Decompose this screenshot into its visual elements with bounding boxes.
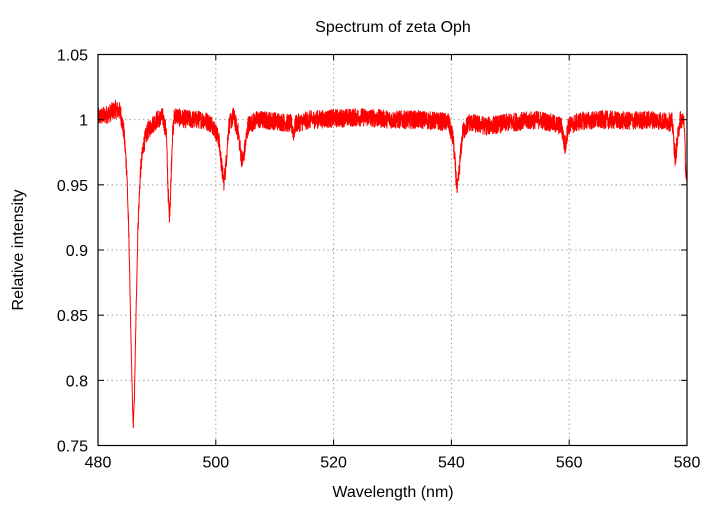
data-point bbox=[627, 120, 629, 122]
data-point bbox=[447, 121, 450, 123]
data-point bbox=[290, 122, 292, 125]
data-point bbox=[223, 181, 225, 183]
data-point bbox=[580, 120, 582, 122]
data-point bbox=[137, 223, 139, 225]
data-point bbox=[421, 119, 423, 121]
data-point bbox=[295, 122, 297, 125]
data-point bbox=[123, 132, 125, 134]
data-point bbox=[237, 132, 239, 134]
data-point bbox=[167, 190, 169, 192]
data-point bbox=[603, 119, 606, 121]
data-point bbox=[486, 125, 488, 127]
data-point bbox=[240, 155, 242, 157]
data-point bbox=[567, 125, 569, 127]
y-tick-label: 1.05 bbox=[57, 48, 88, 65]
y-tick-label: 0.8 bbox=[66, 373, 88, 390]
y-tick-label: 1 bbox=[79, 113, 88, 130]
x-tick-label: 480 bbox=[85, 455, 112, 472]
y-tick-label: 0.9 bbox=[66, 243, 88, 260]
data-point bbox=[132, 412, 134, 414]
data-point bbox=[458, 171, 460, 173]
x-tick-label: 560 bbox=[556, 455, 583, 472]
data-point bbox=[221, 171, 223, 173]
data-point bbox=[309, 119, 311, 121]
data-point bbox=[676, 138, 679, 140]
data-point bbox=[119, 111, 121, 113]
data-point bbox=[115, 108, 117, 110]
data-point bbox=[539, 119, 541, 121]
data-point bbox=[560, 125, 563, 127]
data-point bbox=[456, 190, 458, 192]
data-point bbox=[671, 121, 673, 123]
axis-ticks: 480 500 520 540 560 580 0.75 0.8 0.85 0.9 0.95 1 1.0… bbox=[57, 48, 701, 472]
x-tick-label: 520 bbox=[320, 455, 347, 472]
spectrum-line bbox=[97, 99, 688, 428]
data-point bbox=[256, 119, 258, 121]
data-point bbox=[564, 147, 566, 149]
data-point bbox=[468, 121, 470, 123]
y-tick-label: 0.75 bbox=[57, 439, 88, 456]
data-point bbox=[333, 117, 335, 119]
data-point bbox=[452, 138, 454, 140]
data-point bbox=[232, 115, 235, 117]
x-tick-label: 580 bbox=[674, 455, 701, 472]
data-point bbox=[191, 119, 193, 121]
data-point bbox=[509, 121, 511, 123]
x-tick-label: 500 bbox=[202, 455, 229, 472]
data-point bbox=[103, 115, 105, 117]
data-point bbox=[674, 158, 676, 160]
data-point bbox=[362, 116, 364, 118]
data-point bbox=[156, 119, 158, 121]
data-point bbox=[179, 117, 182, 119]
data-point bbox=[225, 164, 227, 166]
data-point bbox=[132, 425, 134, 427]
y-tick-label: 0.95 bbox=[57, 178, 88, 195]
data-point bbox=[292, 132, 295, 134]
data-point bbox=[228, 125, 230, 127]
data-point bbox=[139, 171, 142, 173]
data-point bbox=[461, 132, 464, 134]
data-point bbox=[146, 132, 148, 134]
data-point bbox=[203, 119, 205, 121]
data-point bbox=[128, 249, 130, 251]
data-point bbox=[142, 145, 144, 147]
data-point bbox=[651, 119, 653, 121]
data-point bbox=[162, 116, 164, 118]
chart-title: Spectrum of zeta Oph bbox=[315, 19, 471, 36]
data-point bbox=[455, 177, 457, 179]
data-point bbox=[109, 112, 111, 114]
x-tick-label: 540 bbox=[438, 455, 465, 472]
data-point bbox=[242, 160, 244, 162]
data-point bbox=[171, 138, 173, 140]
data-point bbox=[150, 125, 152, 127]
y-axis-label: Relative intensity bbox=[10, 190, 27, 311]
data-point bbox=[244, 145, 246, 147]
series-layer bbox=[97, 99, 688, 428]
data-point bbox=[247, 124, 249, 126]
data-point bbox=[165, 132, 167, 134]
data-point bbox=[218, 138, 220, 140]
data-point bbox=[173, 113, 176, 116]
y-tick-label: 0.85 bbox=[57, 308, 88, 325]
data-point bbox=[679, 119, 681, 121]
data-point bbox=[135, 301, 137, 303]
data-point bbox=[391, 119, 394, 121]
data-point bbox=[169, 197, 172, 199]
x-axis-label: Wavelength (nm) bbox=[332, 484, 453, 501]
data-point bbox=[685, 171, 687, 173]
data-point bbox=[274, 120, 276, 122]
data-point bbox=[212, 124, 214, 126]
data-point bbox=[168, 215, 170, 217]
data-point bbox=[133, 392, 136, 394]
data-point bbox=[130, 340, 132, 342]
data-point bbox=[126, 171, 128, 173]
